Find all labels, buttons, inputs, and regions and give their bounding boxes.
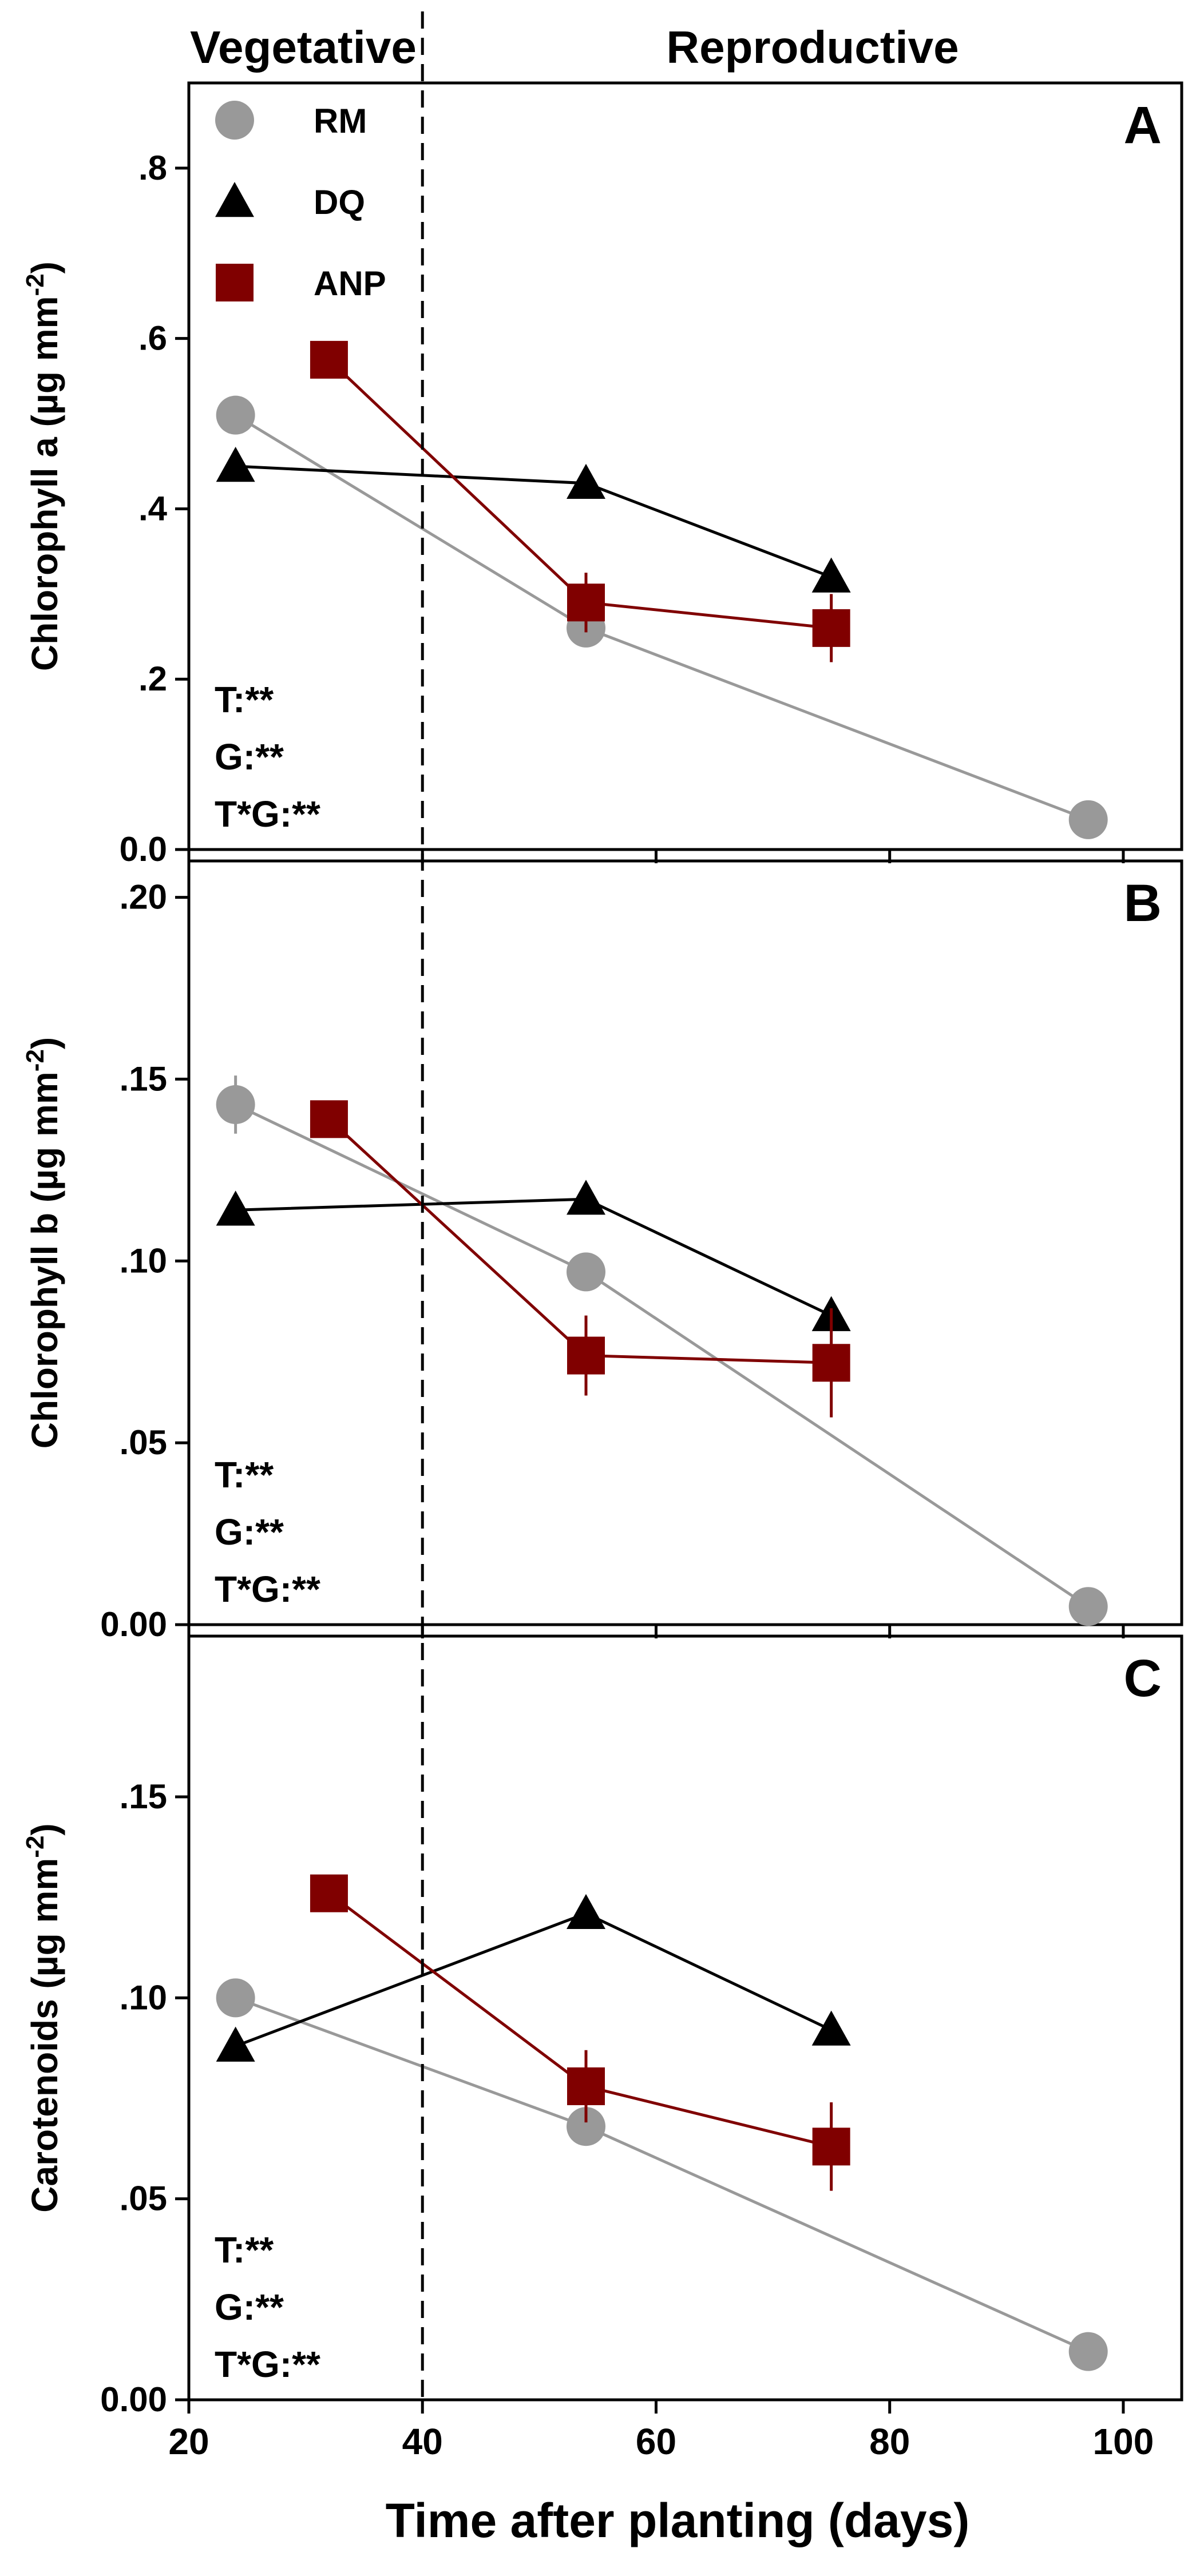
stats-annotation: G:**	[215, 736, 284, 777]
data-point	[812, 609, 850, 647]
panel-b: 0.00 .05 .10 .15 .20 Chlorophyll b (µg mm-2) B…	[21, 859, 1183, 1644]
panel-frame	[187, 1634, 1183, 2402]
data-point	[216, 2026, 255, 2062]
y-tick-label: .2	[138, 660, 167, 698]
stats-annotation: T:**	[215, 2229, 274, 2271]
legend-label: ANP	[314, 264, 386, 303]
panel-frame	[187, 81, 1183, 851]
y-tick-label: .15	[120, 1777, 167, 1816]
series-anp	[310, 340, 850, 662]
data-point	[1068, 2332, 1108, 2371]
series-line	[235, 1997, 1089, 2353]
data-point	[216, 447, 255, 482]
stats-annotation: G:**	[215, 2287, 284, 2328]
series-anp	[310, 1874, 850, 2191]
data-point	[812, 2128, 850, 2166]
phase-label-vegetative: Vegetative	[190, 22, 417, 73]
phase-label-reproductive: Reproductive	[666, 22, 959, 73]
y-tick-label: .20	[120, 878, 167, 916]
y-tick-label: 0.00	[100, 1605, 167, 1644]
series-line	[235, 1103, 1090, 1608]
series-line	[235, 465, 832, 578]
y-axis-label: Chlorophyll b (µg mm-2)	[21, 1037, 65, 1449]
series-line	[235, 1197, 832, 1317]
y-tick-label: .10	[120, 1978, 167, 2017]
series-line	[235, 1912, 832, 2048]
x-tick-label: 80	[869, 2421, 910, 2462]
y-tick-label: .15	[120, 1059, 167, 1098]
legend: RM DQ ANP	[215, 101, 386, 303]
panel-letter: A	[1124, 96, 1162, 154]
data-point	[216, 1190, 255, 1226]
data-point	[811, 2010, 851, 2046]
legend-marker	[216, 264, 254, 301]
legend-label: DQ	[314, 183, 365, 221]
series-dq	[216, 447, 851, 593]
legend-item-anp: ANP	[216, 264, 386, 303]
panels: 0.0 .2 .4 .6 .8 Chlorophyll a (µg mm-2) A T:** G…	[21, 81, 1183, 2462]
x-tick-label: 100	[1093, 2421, 1154, 2462]
data-point	[567, 1336, 605, 1375]
data-point	[216, 395, 255, 435]
panel-letter: B	[1124, 874, 1162, 932]
stats-annotation: T*G:**	[215, 1569, 320, 1610]
legend-marker	[215, 101, 254, 140]
data-point	[310, 1874, 348, 1912]
y-tick-label: .05	[120, 2180, 167, 2218]
y-tick-label: 0.0	[120, 830, 167, 868]
data-point	[567, 1252, 605, 1292]
x-tick-label: 20	[168, 2421, 209, 2462]
panel-frame	[187, 859, 1183, 1626]
legend-marker	[215, 182, 254, 217]
series-rm	[216, 1075, 1108, 1626]
data-point	[216, 1978, 255, 2018]
y-tick-label: 0.00	[100, 2380, 167, 2419]
stats-annotation: T*G:**	[215, 793, 320, 835]
stats-annotation: T*G:**	[215, 2344, 320, 2385]
series-line	[328, 1118, 831, 1364]
legend-item-dq: DQ	[215, 182, 365, 221]
panel-a: 0.0 .2 .4 .6 .8 Chlorophyll a (µg mm-2) A T:** G…	[21, 81, 1183, 868]
series-rm	[216, 395, 1108, 839]
stats-annotation: G:**	[215, 1511, 284, 1553]
y-tick-label: .10	[120, 1241, 167, 1280]
stats-annotation: T:**	[215, 679, 274, 720]
data-point	[567, 463, 605, 499]
series-line	[235, 414, 1089, 821]
panel-letter: C	[1124, 1649, 1162, 1708]
series-rm	[216, 1978, 1108, 2371]
y-tick-label: .05	[120, 1423, 167, 1462]
legend-item-rm: RM	[215, 101, 367, 140]
data-point	[1068, 800, 1108, 839]
y-tick-label: .6	[138, 319, 167, 358]
data-point	[216, 1085, 255, 1124]
y-axis-label: Carotenoids (µg mm-2)	[21, 1823, 65, 2212]
data-point	[567, 1180, 605, 1215]
data-point	[310, 340, 348, 379]
data-point	[812, 1344, 850, 1382]
data-point	[1068, 1587, 1108, 1626]
data-point	[567, 2067, 605, 2105]
stats-annotation: T:**	[215, 1454, 274, 1495]
x-tick-label: 40	[402, 2421, 443, 2462]
series-anp	[310, 1100, 850, 1418]
data-point	[567, 584, 605, 622]
series-dq	[216, 1894, 851, 2062]
y-tick-label: .8	[138, 149, 167, 187]
data-point	[567, 2107, 605, 2146]
y-axis-label: Chlorophyll a (µg mm-2)	[21, 261, 65, 671]
y-tick-label: .4	[138, 489, 168, 527]
data-point	[567, 1894, 605, 1930]
x-axis-label: Time after planting (days)	[386, 2494, 970, 2547]
x-tick-label: 60	[636, 2421, 676, 2462]
data-point	[310, 1100, 348, 1138]
panel-c: 0.00 .05 .10 .15 Carotenoids (µg mm-2) C T:** G…	[21, 1634, 1183, 2419]
legend-label: RM	[314, 102, 367, 140]
data-point	[811, 557, 851, 593]
